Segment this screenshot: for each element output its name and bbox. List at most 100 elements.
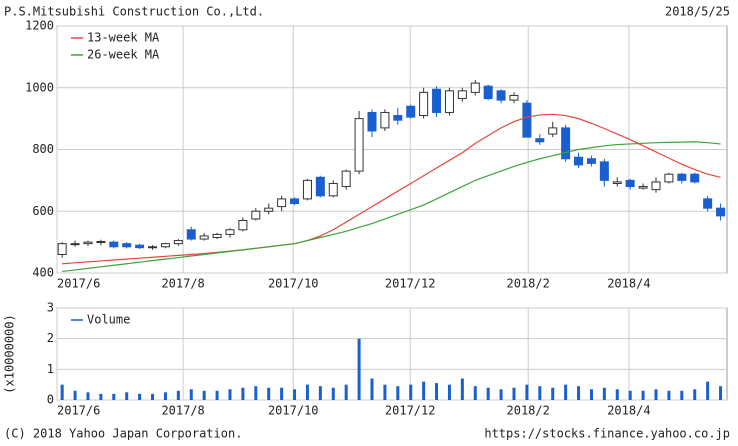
- candle-body: [561, 127, 571, 160]
- candle-body: [651, 181, 661, 191]
- candle-body: [716, 207, 726, 217]
- y-tick-label: 1: [47, 362, 54, 376]
- legend-label: 26-week MA: [87, 48, 160, 62]
- candle-body: [535, 138, 545, 143]
- candle-body: [186, 229, 196, 240]
- candle-body: [522, 102, 532, 138]
- candle-body: [625, 179, 635, 188]
- candle-body: [315, 176, 325, 197]
- candle-body: [432, 88, 442, 113]
- volume-bar: [667, 390, 671, 400]
- volume-bar: [228, 389, 232, 400]
- candle-body: [586, 158, 596, 164]
- x-tick-label: 2017/8: [161, 277, 204, 291]
- candle-body: [277, 198, 287, 208]
- volume-bar: [86, 392, 90, 400]
- volume-bar: [499, 389, 503, 400]
- x-tick-label: 2017/6: [57, 277, 100, 291]
- ma-line: [62, 141, 721, 273]
- candle-body: [599, 161, 609, 181]
- candle-body: [199, 235, 209, 240]
- candle-body: [612, 181, 622, 184]
- candle-body: [677, 173, 687, 181]
- volume-bar: [112, 393, 116, 400]
- volume-bar: [706, 381, 710, 400]
- volume-bar: [176, 390, 180, 400]
- plot-area: [56, 307, 728, 401]
- volume-bar: [163, 392, 167, 400]
- copyright: (C) 2018 Yahoo Japan Corporation.: [4, 427, 242, 441]
- volume-bar: [538, 386, 542, 400]
- y-axis-label: (x10000000): [3, 314, 17, 393]
- candle-body: [264, 207, 274, 212]
- candle-body: [470, 82, 480, 93]
- candle-body: [367, 111, 377, 132]
- candle-body: [135, 244, 145, 249]
- candle-body: [70, 243, 80, 246]
- candle-body: [109, 241, 119, 248]
- legend-label: Volume: [87, 313, 130, 327]
- volume-bar: [680, 390, 684, 400]
- volume-bar: [641, 390, 645, 400]
- candle-body: [302, 179, 312, 200]
- volume-bar: [719, 386, 723, 400]
- volume-bar: [422, 381, 426, 400]
- candle-body: [251, 210, 261, 220]
- volume-bar: [525, 384, 529, 400]
- candle-body: [703, 198, 713, 209]
- volume-bar: [615, 389, 619, 400]
- volume-bar: [409, 384, 413, 400]
- x-tick-label: 2018/2: [507, 277, 550, 291]
- x-tick-label: 2017/8: [161, 404, 204, 418]
- candle-body: [96, 241, 106, 244]
- volume-bar: [344, 384, 348, 400]
- source-url: https://stocks.finance.yahoo.co.jp: [484, 427, 730, 441]
- candle-body: [148, 246, 158, 249]
- y-tick-label: 400: [32, 266, 54, 280]
- volume-bar: [602, 387, 606, 400]
- volume-bar: [189, 389, 193, 400]
- volume-bar: [551, 387, 555, 400]
- x-tick-label: 2017/10: [268, 277, 319, 291]
- volume-bar: [447, 384, 451, 400]
- volume-bar: [460, 378, 464, 400]
- candle-body: [160, 243, 170, 248]
- volume-bar: [357, 338, 361, 400]
- candle-body: [354, 118, 364, 172]
- volume-bar: [202, 390, 206, 400]
- x-tick-label: 2017/12: [385, 277, 436, 291]
- x-tick-label: 2018/2: [507, 404, 550, 418]
- volume-bar: [215, 390, 219, 400]
- volume-bar: [512, 387, 516, 400]
- x-tick-label: 2018/4: [607, 404, 650, 418]
- candle-body: [380, 111, 390, 129]
- y-tick-label: 3: [47, 301, 54, 315]
- candle-body: [406, 105, 416, 118]
- volume-bar: [99, 393, 103, 400]
- candle-body: [419, 91, 429, 117]
- y-tick-label: 800: [32, 142, 54, 156]
- candle-body: [548, 127, 558, 135]
- volume-bar: [370, 378, 374, 400]
- candle-body: [122, 243, 132, 248]
- ma-line: [62, 113, 721, 265]
- candle-body: [212, 233, 222, 238]
- volume-bar: [318, 386, 322, 400]
- y-tick-label: 1000: [25, 80, 54, 94]
- x-tick-label: 2018/4: [607, 277, 650, 291]
- volume-bar: [564, 384, 568, 400]
- candle-body: [290, 198, 300, 205]
- candle-body: [225, 229, 235, 235]
- x-tick-label: 2017/6: [57, 404, 100, 418]
- y-tick-label: 2: [47, 331, 54, 345]
- candle-body: [638, 186, 648, 189]
- volume-bar: [473, 386, 477, 400]
- candle-body: [444, 90, 454, 113]
- volume-bar: [486, 387, 490, 400]
- chart-title: P.S.Mitsubishi Construction Co.,Ltd.: [4, 5, 264, 19]
- volume-bar: [383, 384, 387, 400]
- candle-body: [574, 156, 584, 166]
- volume-bar: [73, 390, 77, 400]
- candle-body: [328, 182, 338, 197]
